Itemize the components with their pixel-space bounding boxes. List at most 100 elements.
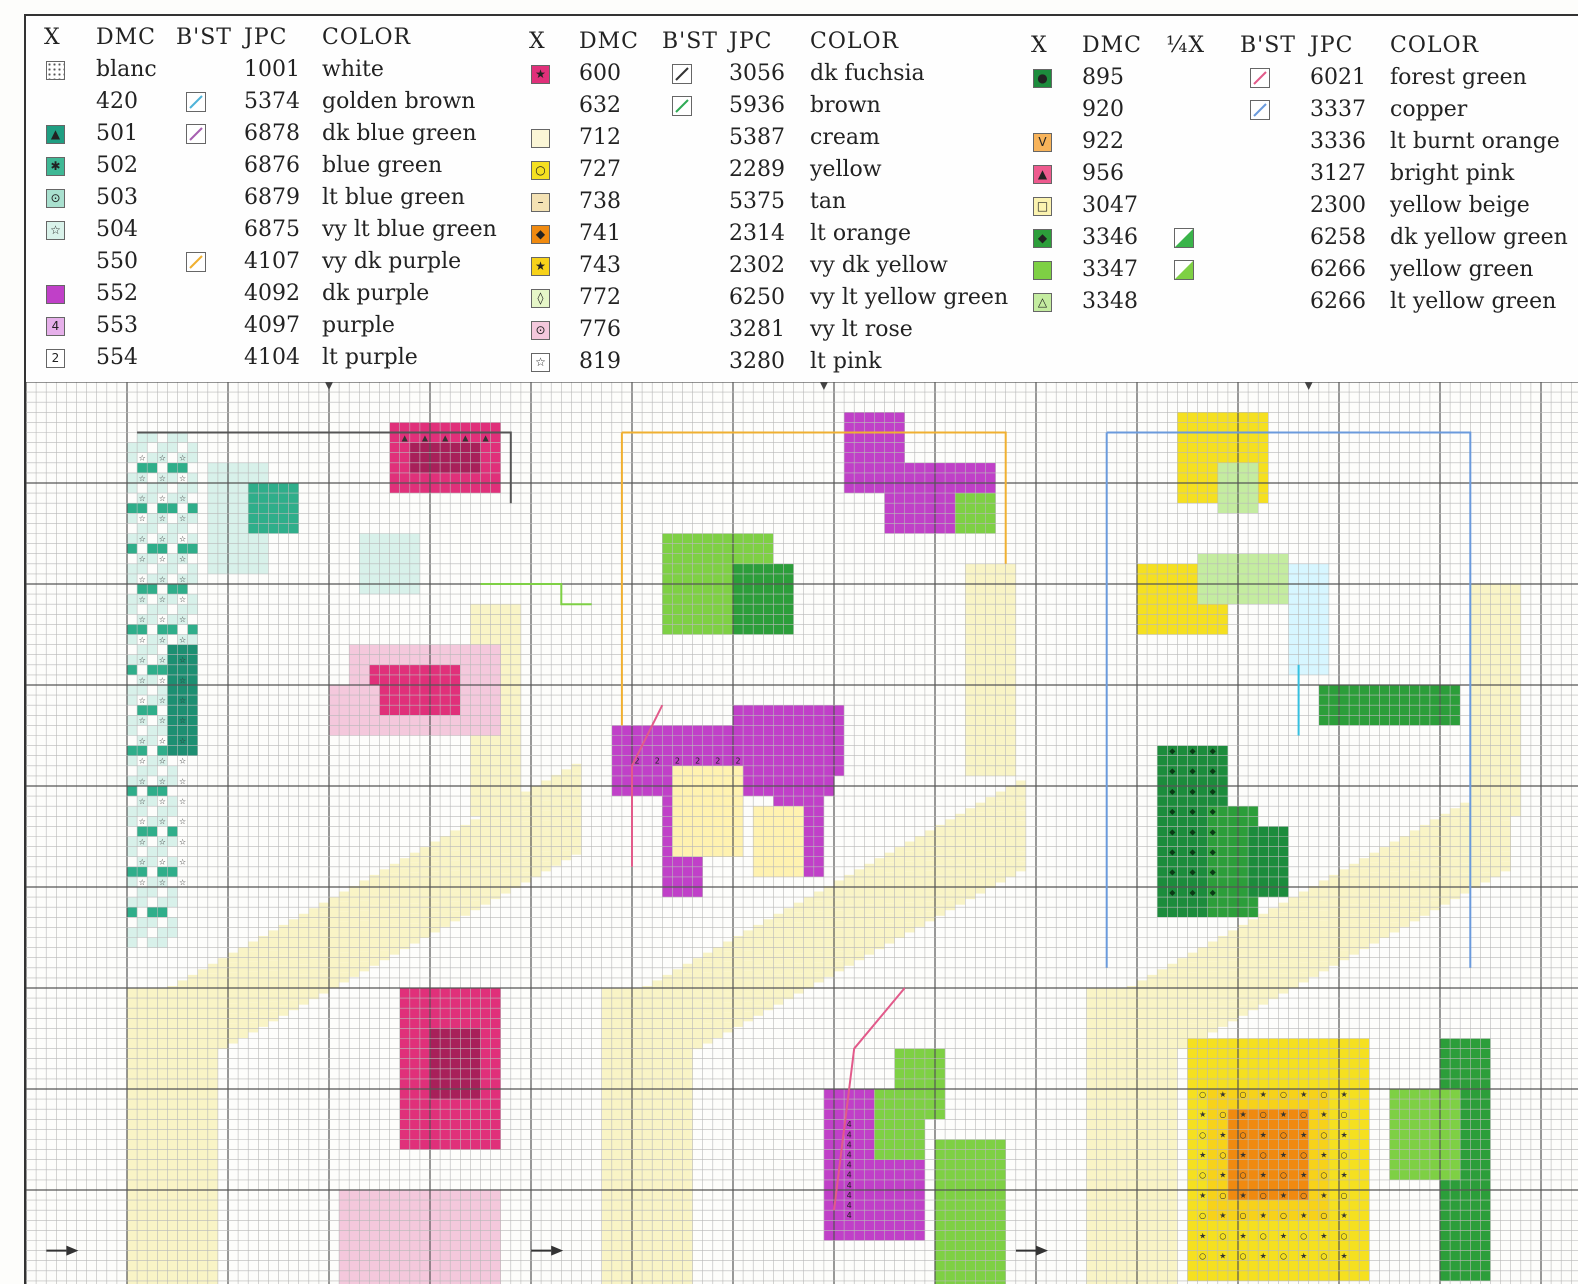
jpc-number: 5374 [244,89,300,114]
color-name: yellow beige [1390,193,1530,218]
center-marker-arrow [551,1245,564,1256]
color-name: dk blue green [322,121,477,146]
color-name: lt pink [810,349,882,374]
dmc-number: 3346 [1082,225,1138,250]
color-name: vy dk yellow [810,253,948,278]
center-marker-arrow [1036,1245,1048,1256]
stitch-symbol-swatch: ⊙ [531,321,550,340]
center-marker-arrow [325,382,333,390]
header-dmc: DMC [579,29,639,54]
dmc-number: 772 [579,285,621,310]
stitch-symbol-swatch: V [1033,133,1052,152]
dmc-number: 554 [96,345,138,370]
header-quarter-stitch: ¼X [1166,33,1205,58]
jpc-number: 2314 [729,221,785,246]
color-name: bright pink [1390,161,1515,186]
color-name: copper [1390,97,1468,122]
color-name: lt burnt orange [1390,129,1560,154]
dmc-number: 956 [1082,161,1124,186]
stitch-fills [127,412,1521,1284]
pattern-grid: ☆ ☆ ☆☆ ☆ ☆☆ ☆ ☆☆ ☆ ☆☆ ☆ ☆☆ ☆ ☆☆ ☆ ☆☆ ☆ ☆☆ ☆ ☆☆ ☆ ☆☆ ☆ ☆☆ ☆ ☆☆ ☆ ☆☆… [26,382,1578,1284]
jpc-number: 4097 [244,313,300,338]
dmc-number: 743 [579,253,621,278]
dmc-number: 920 [1082,97,1124,122]
dmc-number: 552 [96,281,138,306]
backstitch-line-swatch [1250,68,1270,88]
color-name: dk fuchsia [810,61,925,86]
color-name: forest green [1390,65,1527,90]
jpc-number: 6876 [244,153,300,178]
jpc-number: 2289 [729,157,785,182]
header-x: X [529,29,546,54]
backstitch-lines [137,431,1472,1211]
jpc-number: 4104 [244,345,300,370]
jpc-number: 3281 [729,317,785,342]
stitch-symbol-swatch: ★ [531,65,550,84]
stitch-symbol-swatch: ○ [531,161,550,180]
color-key-legend: X DMC B'ST JPC COLOR blanc 1001 white 420 5374 gol… [24,14,1578,384]
color-name: dk yellow green [1390,225,1568,250]
dmc-number: 3047 [1082,193,1138,218]
quarter-stitch-swatch [1174,228,1194,248]
color-name: blue green [322,153,443,178]
dmc-number: 738 [579,189,621,214]
stitch-symbol-swatch [46,61,65,80]
stitch-symbol-swatch: ★ [531,257,550,276]
backstitch-line-swatch [672,64,692,84]
header-jpc: JPC [244,25,288,50]
stitch-symbol-swatch [1033,261,1052,280]
color-name: tan [810,189,847,214]
dmc-number: 502 [96,153,138,178]
color-name: white [322,57,384,82]
backstitch-line-swatch [186,92,206,112]
color-name: yellow [810,157,882,182]
jpc-number: 6266 [1310,257,1366,282]
center-marker-arrow [1304,382,1313,390]
backstitch-line-swatch [186,252,206,272]
header-dmc: DMC [1082,33,1142,58]
color-name: vy lt yellow green [810,285,1009,310]
color-name: lt purple [322,345,418,370]
dmc-number: blanc [96,57,157,82]
header-jpc: JPC [729,29,773,54]
jpc-number: 5387 [729,125,785,150]
jpc-number: 3056 [729,61,785,86]
stitch-symbol-swatch: ⊙ [46,189,65,208]
color-name: brown [810,93,881,118]
dmc-number: 501 [96,121,138,146]
stitch-symbol-swatch: △ [1033,293,1052,312]
stitch-symbol-swatch: ✱ [46,157,65,176]
header-x: X [44,25,61,50]
header-jpc: JPC [1310,33,1354,58]
dmc-number: 504 [96,217,138,242]
color-name: vy lt blue green [322,217,497,242]
header-backstitch: B'ST [662,29,718,54]
stitch-symbol-swatch: ▲ [1033,165,1052,184]
dmc-number: 600 [579,61,621,86]
jpc-number: 4092 [244,281,300,306]
dmc-number: 3348 [1082,289,1138,314]
jpc-number: 3280 [729,349,785,374]
color-name: golden brown [322,89,476,114]
color-name: vy lt rose [810,317,913,342]
dmc-number: 3347 [1082,257,1138,282]
jpc-number: 5375 [729,189,785,214]
stitch-symbol-swatch: ● [1033,69,1052,88]
backstitch-line-swatch [186,124,206,144]
jpc-number: 3127 [1310,161,1366,186]
stitch-symbols: ☆ ☆ ☆☆ ☆ ☆☆ ☆ ☆☆ ☆ ☆☆ ☆ ☆☆ ☆ ☆☆ ☆ ☆☆ ☆ ☆☆ ☆ ☆☆ ☆ ☆☆ ☆ ☆☆ ☆ ☆☆ ☆ ☆☆… [139,433,1348,1260]
dmc-number: 776 [579,317,621,342]
header-backstitch: B'ST [1240,33,1296,58]
color-name: cream [810,125,880,150]
stitch-symbol-swatch [46,285,65,304]
jpc-number: 6878 [244,121,300,146]
center-marker-arrow [819,382,828,390]
jpc-number: 3336 [1310,129,1366,154]
jpc-number: 6250 [729,285,785,310]
stitch-symbol-swatch [531,129,550,148]
jpc-number: 2302 [729,253,785,278]
backstitch-line-swatch [672,96,692,116]
color-name: yellow green [1390,257,1534,282]
header-backstitch: B'ST [176,25,232,50]
cross-stitch-chart: ☆ ☆ ☆ ☆ ☆ ☆ ☆ ☆ ☆ ☆ ☆ ☆ ☆ ☆ ☆ ☆ ☆ ☆ ☆ ☆ ☆ ☆ ☆ ☆ ☆ ☆ ☆ ☆ ☆ ☆ ☆ ☆ ☆ ☆ ☆ ☆ ☆ ☆ ☆ ☆… [24,382,1578,1284]
